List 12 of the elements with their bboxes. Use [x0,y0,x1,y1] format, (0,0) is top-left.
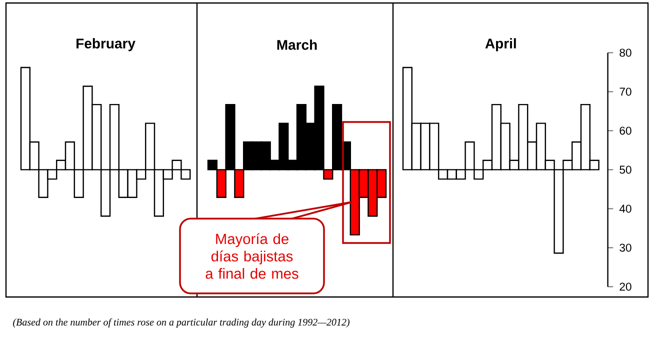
chart-title: April [485,38,516,52]
y-tick-label: 80 [620,48,632,57]
y-tick-label: 60 [620,126,632,135]
y-tick-label: 70 [620,88,632,96]
annotation: Mayoría de días bajistas a final de mes [206,233,298,279]
y-tick-label: 30 [620,244,632,252]
y-tick-label: 50 [620,166,632,174]
y-tick-label: 40 [619,204,632,213]
text: (Based on the number of times rose on a particular trading day during 1992—2012) [13,318,350,328]
chart-title: February [76,38,136,52]
y-tick-label: 20 [620,282,632,291]
chart-title: March [277,40,317,50]
